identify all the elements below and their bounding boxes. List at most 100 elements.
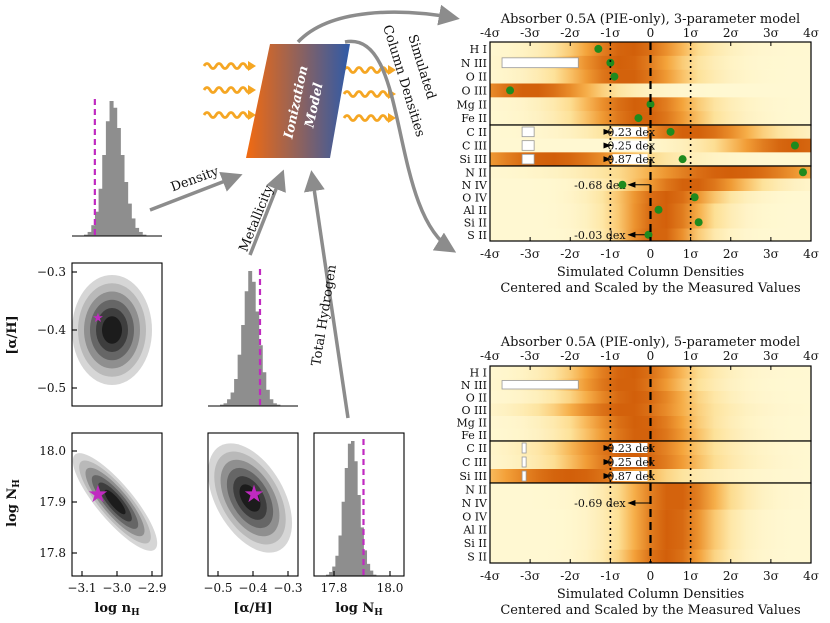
hist-bar: [269, 399, 274, 406]
density-aH-vs-nH: ★: [71, 262, 163, 407]
wave: [202, 62, 254, 70]
hist-aH: [208, 269, 298, 407]
y-tick-label: 17.9: [39, 495, 66, 509]
hist-bar: [357, 495, 361, 576]
hist-bar: [326, 574, 330, 576]
ion-label: C III: [462, 140, 487, 153]
ion-row-band: [490, 536, 811, 550]
ion-label: Fe II: [461, 112, 487, 125]
hist-bar: [94, 211, 99, 236]
sigma-tick-label-bottom: 4σ: [803, 569, 819, 583]
hist-bar: [87, 231, 92, 236]
ion-label: N III: [461, 57, 487, 70]
sigma-tick-label-bottom: -3σ: [520, 569, 540, 583]
wave: [202, 86, 254, 94]
hist-bar: [276, 404, 281, 406]
sigma-tick-label-top: -4σ: [480, 26, 500, 40]
panel-title: Absorber 0.5A (PIE-only), 3-parameter mo…: [500, 12, 800, 27]
limit-label: -0.69 dex: [574, 497, 626, 510]
ion-label: Al II: [462, 204, 487, 217]
ion-label: C II: [466, 442, 487, 455]
ion-row-band: [490, 138, 811, 153]
ion-label: Si II: [464, 216, 487, 229]
ion-label: N IV: [462, 497, 488, 510]
hist-bar: [113, 107, 118, 236]
sigma-tick-label-top: 2σ: [723, 349, 739, 363]
sigma-tick-label-bottom: -1σ: [600, 569, 620, 583]
measurement-box: [501, 57, 579, 69]
ion-label: C III: [462, 456, 487, 469]
sigma-tick-label-top: 4σ: [803, 349, 819, 363]
sigma-tick-label-bottom: -1σ: [600, 247, 620, 261]
simulated-point: [606, 58, 615, 67]
metallicity-arrow-label: Metallicity: [237, 183, 278, 255]
panel-xlabel-2: Centered and Scaled by the Measured Valu…: [500, 281, 800, 296]
panel-xlabel-1: Simulated Column Densities: [557, 265, 744, 280]
panel-5-parameter: Absorber 0.5A (PIE-only), 5-parameter mo…: [457, 335, 819, 618]
simulated-point: [644, 230, 653, 239]
hist-bar: [366, 563, 371, 576]
sigma-tick-label-bottom: -2σ: [560, 569, 580, 583]
measurement-box: [521, 126, 535, 138]
radiation-waves-in: [202, 61, 256, 120]
density-arrow-label: Density: [169, 164, 222, 195]
hist-bar: [338, 535, 343, 576]
ion-label: Si III: [459, 470, 487, 483]
dex-label: 0.25 dex: [607, 456, 656, 469]
hist-bar: [244, 291, 249, 406]
dex-label-bg: [612, 126, 648, 137]
density-NH-vs-aH: ★: [207, 432, 299, 577]
sigma-tick-label-top: -1σ: [600, 26, 620, 40]
ion-label: N III: [461, 379, 487, 392]
sigma-tick-label-top: 0: [647, 26, 655, 40]
hist-bar: [272, 403, 277, 406]
ion-label: O IV: [462, 191, 488, 204]
ion-label: C II: [466, 126, 487, 139]
density-arrow: [149, 172, 243, 212]
dex-label-bg: [612, 154, 648, 165]
ion-label: O II: [466, 391, 487, 404]
sigma-tick-label-top: -3σ: [520, 26, 540, 40]
x-tick-label: 18.0: [377, 581, 404, 595]
simulated-point: [646, 100, 655, 109]
simulated-point: [618, 180, 627, 189]
hist-bar: [369, 570, 374, 576]
measurement-box: [501, 380, 579, 390]
ion-label: N II: [465, 166, 487, 179]
density-contour: [102, 316, 122, 344]
ion-label: H I: [470, 43, 487, 56]
hist-bar: [329, 571, 333, 576]
dex-label-bg: [612, 471, 648, 481]
simulated-point: [666, 127, 675, 136]
dex-label-bg: [612, 443, 648, 453]
hist-bar: [98, 188, 103, 236]
hist-bar: [360, 527, 364, 576]
measurement-box: [521, 153, 535, 165]
simulated-point: [690, 193, 699, 202]
sigma-tick-label-bottom: 3σ: [763, 569, 779, 583]
hist-bar: [265, 389, 270, 406]
x-label-aH: [α/H]: [233, 601, 272, 616]
simulated-point: [506, 86, 515, 95]
y-tick-label: 17.8: [39, 546, 66, 560]
x-tick-label: −0.4: [238, 581, 268, 595]
x-ticks-nH: −3.1 −3.0 −2.9: [67, 571, 167, 595]
ion-label: Al II: [462, 524, 487, 537]
hist-bar: [124, 182, 129, 236]
ion-label: Mg II: [457, 416, 488, 429]
radiation-waves-out: [342, 65, 396, 123]
ion-row-band: [490, 216, 811, 229]
sigma-tick-label-bottom: 4σ: [803, 247, 819, 261]
dex-label: 0.25 dex: [607, 140, 656, 153]
density-contour: [239, 484, 261, 512]
y-tick-label: 18.0: [39, 444, 66, 458]
x-tick-label: −0.3: [273, 581, 302, 595]
star-marker-3: ★: [243, 480, 265, 508]
hist-bar: [351, 441, 355, 576]
wave: [342, 114, 394, 122]
limit-label: -0.68 dex: [574, 179, 626, 192]
hist-bar: [234, 379, 239, 406]
hist-bar: [142, 234, 147, 236]
y-ticks-NH: 18.0 17.9 17.8: [39, 444, 77, 560]
dex-label: 0.87 dex: [607, 470, 656, 483]
